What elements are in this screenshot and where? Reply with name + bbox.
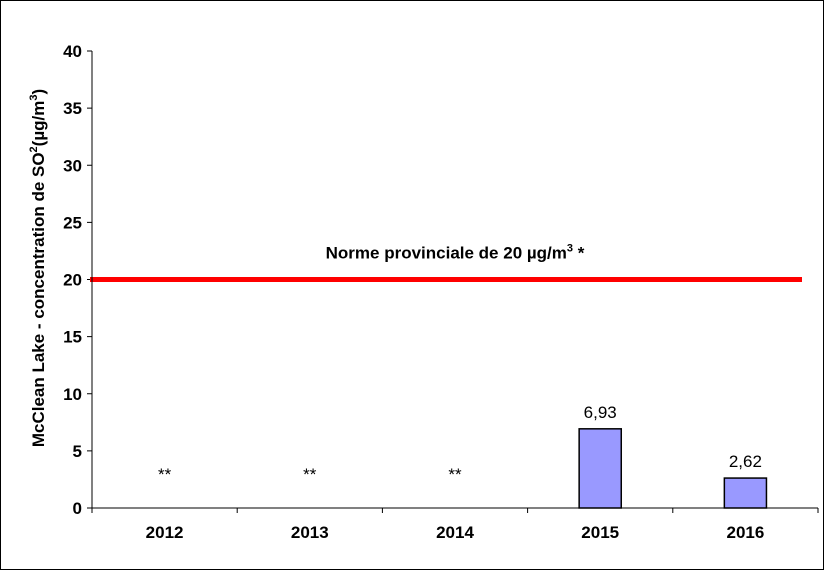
y-tick-label: 10 (63, 385, 82, 404)
y-tick-label: 20 (63, 271, 82, 290)
y-tick-label: 25 (63, 213, 82, 232)
data-label: ** (158, 465, 172, 484)
bar (723, 477, 768, 509)
x-tick-label: 2012 (146, 523, 184, 542)
reference-line-group: Norme provinciale de 20 µg/m3 * (90, 243, 802, 282)
y-tick-label: 0 (73, 499, 82, 518)
y-tick-label: 30 (63, 156, 82, 175)
x-tick-label: 2014 (436, 523, 474, 542)
y-tick-label: 5 (73, 442, 82, 461)
reference-line-label: Norme provinciale de 20 µg/m3 * (326, 243, 585, 263)
data-label: ** (448, 465, 462, 484)
y-tick-label: 40 (63, 42, 82, 61)
x-axis-ticks: 2012 2013 2014 2015 2016 (91, 508, 819, 542)
x-tick-label: 2015 (581, 523, 619, 542)
data-label: 6,93 (584, 403, 617, 422)
data-labels: ** ** ** 6,93 2,62 (158, 403, 762, 484)
x-tick-label: 2013 (291, 523, 329, 542)
y-tick-label: 35 (63, 99, 82, 118)
bars (578, 428, 768, 509)
x-tick-label: 2016 (726, 523, 764, 542)
y-tick-label: 15 (63, 328, 82, 347)
axes (91, 51, 818, 509)
bar (578, 428, 623, 509)
data-label: 2,62 (729, 452, 762, 471)
data-label: ** (303, 465, 317, 484)
y-axis-label: McClean Lake - concentration de SO2(µg/m… (28, 89, 48, 447)
y-axis-ticks: 0 5 10 15 20 25 30 35 40 (63, 42, 92, 518)
